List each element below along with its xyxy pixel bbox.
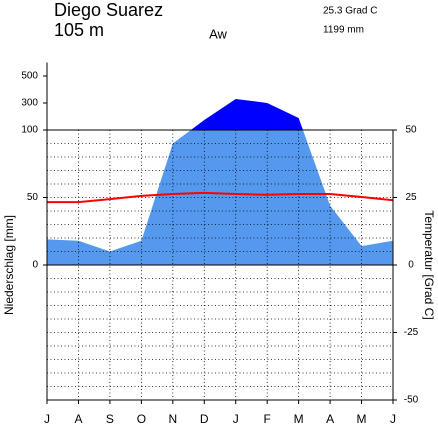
y2-axis-label: Temperatur [Grad C] xyxy=(422,210,436,319)
x-tick-label: M xyxy=(357,412,367,426)
y2-tick-label: 50 xyxy=(405,125,417,136)
x-tick-label: J xyxy=(233,412,239,426)
x-tick-label: J xyxy=(44,412,50,426)
y-axis-label: Niederschlag [mm] xyxy=(2,215,16,315)
precipitation-humid-area xyxy=(190,98,303,130)
annual-precipitation: 1199 mm xyxy=(323,25,364,36)
x-tick-label: D xyxy=(200,412,209,426)
precipitation-area xyxy=(47,130,393,265)
y2-tick-label: -50 xyxy=(404,395,419,406)
x-tick-label: S xyxy=(106,412,114,426)
y2-tick-label: -25 xyxy=(404,327,419,338)
x-tick-label: J xyxy=(390,412,396,426)
x-tick-label: F xyxy=(264,412,271,426)
x-tick-label: M xyxy=(294,412,304,426)
y2-tick-label: 25 xyxy=(405,192,417,203)
temperature-line xyxy=(47,191,394,204)
x-tick-label: O xyxy=(137,412,146,426)
y-tick-label: 500 xyxy=(21,71,38,82)
station-name: Diego Suarez xyxy=(54,0,163,20)
y-tick-label: 50 xyxy=(27,192,39,203)
y-tick-label: 0 xyxy=(32,260,38,271)
mean-temperature: 25.3 Grad C xyxy=(323,6,377,17)
climate-class: Aw xyxy=(209,26,227,41)
y2-tick-label: 0 xyxy=(408,260,414,271)
elevation: 105 m xyxy=(54,20,104,40)
x-tick-label: A xyxy=(326,412,334,426)
x-tick-label: N xyxy=(168,412,177,426)
y-tick-label: 100 xyxy=(21,125,38,136)
x-tick-label: A xyxy=(74,412,82,426)
y-tick-label: 300 xyxy=(21,98,38,109)
